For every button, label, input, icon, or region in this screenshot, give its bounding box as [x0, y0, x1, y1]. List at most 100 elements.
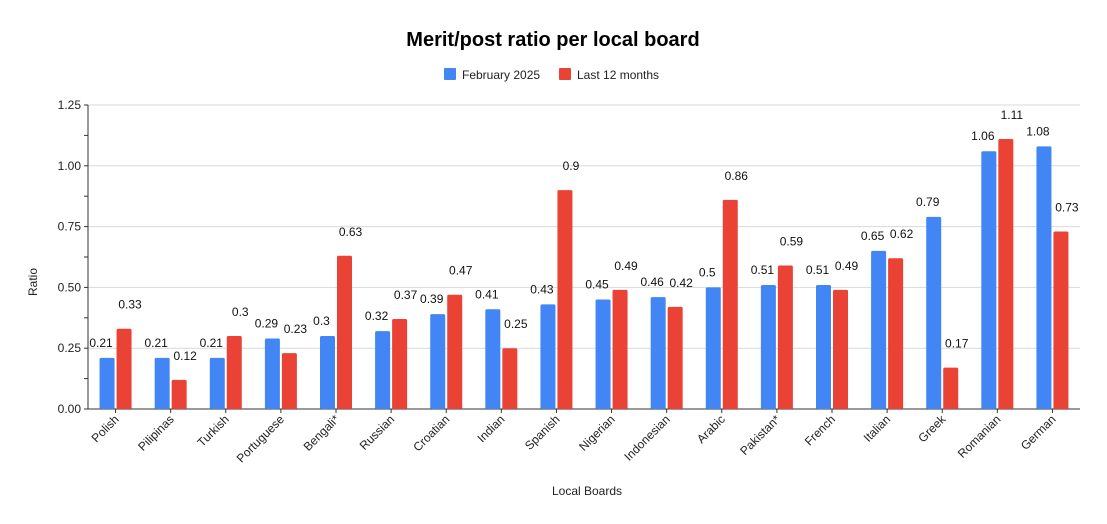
chart-title: Merit/post ratio per local board	[406, 29, 699, 51]
x-axis-title: Local Boards	[552, 484, 622, 498]
y-tick-label: 1.00	[58, 159, 82, 173]
data-label: 0.29	[255, 316, 279, 330]
bar-last-12-months	[612, 289, 628, 409]
y-tick-label: 0.00	[58, 402, 82, 416]
data-label: 0.39	[420, 292, 444, 306]
data-label: 0.21	[89, 336, 113, 350]
x-tick-label: Russian	[357, 412, 398, 453]
data-label: 0.59	[780, 235, 804, 249]
bar-february-2025	[485, 309, 501, 409]
data-label: 0.21	[200, 336, 224, 350]
bar-february-2025	[981, 151, 997, 409]
data-label: 0.79	[916, 195, 940, 209]
data-label: 1.06	[971, 129, 995, 143]
bar-february-2025	[320, 336, 335, 409]
x-tick-label: Polish	[89, 412, 122, 445]
y-tick-label: 1.25	[58, 98, 82, 112]
bar-february-2025	[871, 250, 887, 409]
y-tick-label: 0.50	[58, 280, 82, 294]
x-tick-label: Indonesian	[621, 412, 672, 463]
bar-last-12-months	[667, 306, 683, 409]
data-label: 0.47	[449, 264, 473, 278]
x-tick-label: Croatian	[410, 412, 452, 454]
data-label: 0.21	[144, 336, 168, 350]
bar-last-12-months	[337, 255, 352, 409]
y-axis-ticks: 0.00 0.25 0.50 0.75 1.00 1.25	[58, 98, 82, 416]
y-axis-title: Ratio	[26, 268, 40, 296]
data-label: 0.23	[284, 322, 308, 336]
bar-february-2025	[926, 216, 942, 409]
bar-february-2025	[99, 357, 115, 409]
x-tick-label: Nigerian	[576, 412, 618, 454]
bar-last-12-months	[943, 367, 959, 409]
data-label: 0.42	[669, 276, 693, 290]
bar-february-2025	[375, 331, 391, 409]
bar-last-12-months	[1053, 231, 1069, 409]
data-label: 0.12	[173, 349, 197, 363]
data-label: 0.5	[699, 265, 716, 279]
bar-last-12-months	[281, 353, 297, 409]
x-tick-label: French	[802, 412, 838, 448]
data-label: 0.73	[1055, 200, 1079, 214]
data-label: 0.33	[118, 298, 142, 312]
data-label: 0.49	[614, 259, 638, 273]
x-tick-label: Romanian	[955, 412, 1004, 461]
data-labels: 0.210.330.210.120.210.30.29 0.230.30.630.…	[89, 108, 1079, 363]
bar-february-2025	[595, 299, 611, 409]
data-label: 0.3	[232, 305, 249, 319]
x-tick-label: Pilipinas	[135, 412, 177, 454]
data-label: 0.32	[365, 309, 389, 323]
bar-february-2025	[1036, 146, 1052, 409]
bar-february-2025	[430, 314, 446, 409]
x-tick-label: Spanish	[522, 412, 563, 453]
bar-february-2025	[705, 287, 721, 409]
data-label: 0.17	[945, 337, 969, 351]
legend-swatch-2	[559, 68, 571, 80]
legend-label-2: Last 12 months	[577, 68, 659, 82]
x-tick-label: German	[1018, 412, 1059, 453]
x-tick-label: Portuguese	[234, 412, 288, 466]
data-label: 0.51	[806, 263, 830, 277]
bar-last-12-months	[226, 336, 242, 409]
bar-last-12-months	[502, 348, 518, 409]
bar-february-2025	[264, 338, 280, 409]
bars	[99, 139, 1069, 409]
bar-last-12-months	[447, 294, 463, 409]
bar-february-2025	[154, 357, 170, 409]
x-tick-label: Bengali*	[301, 412, 343, 454]
bar-february-2025	[760, 284, 776, 409]
bar-last-12-months	[171, 379, 187, 409]
data-label: 1.11	[1001, 108, 1024, 122]
bar-last-12-months	[833, 289, 848, 409]
bar-last-12-months	[722, 199, 738, 409]
data-label: 0.65	[861, 229, 885, 243]
data-label: 0.37	[394, 288, 418, 302]
bar-february-2025	[816, 284, 831, 409]
bar-last-12-months	[557, 190, 573, 409]
data-label: 0.41	[475, 287, 499, 301]
legend: February 2025 Last 12 months	[444, 68, 659, 82]
data-label: 0.46	[640, 275, 664, 289]
gridlines	[84, 104, 1080, 410]
x-tick-label: Indian	[474, 412, 507, 445]
x-axis-ticks: Polish Pilipinas Turkish Portuguese Bengali*…	[89, 409, 1059, 466]
data-label: 0.49	[835, 259, 859, 273]
legend-label-1: February 2025	[462, 68, 540, 82]
bar-february-2025	[209, 357, 225, 409]
y-tick-label: 0.25	[58, 341, 82, 355]
bar-last-12-months	[888, 258, 904, 409]
data-label: 0.86	[725, 169, 749, 183]
y-tick-label: 0.75	[58, 220, 82, 234]
x-tick-label: Greek	[915, 412, 949, 446]
data-label: 0.9	[563, 159, 580, 173]
data-label: 0.25	[504, 317, 528, 331]
x-tick-label: Italian	[861, 412, 894, 445]
legend-swatch-1	[444, 68, 456, 80]
data-label: 0.63	[339, 225, 363, 239]
bar-february-2025	[650, 297, 666, 409]
data-label: 0.43	[530, 282, 554, 296]
bar-last-12-months	[998, 139, 1014, 409]
data-label: 0.51	[751, 263, 775, 277]
